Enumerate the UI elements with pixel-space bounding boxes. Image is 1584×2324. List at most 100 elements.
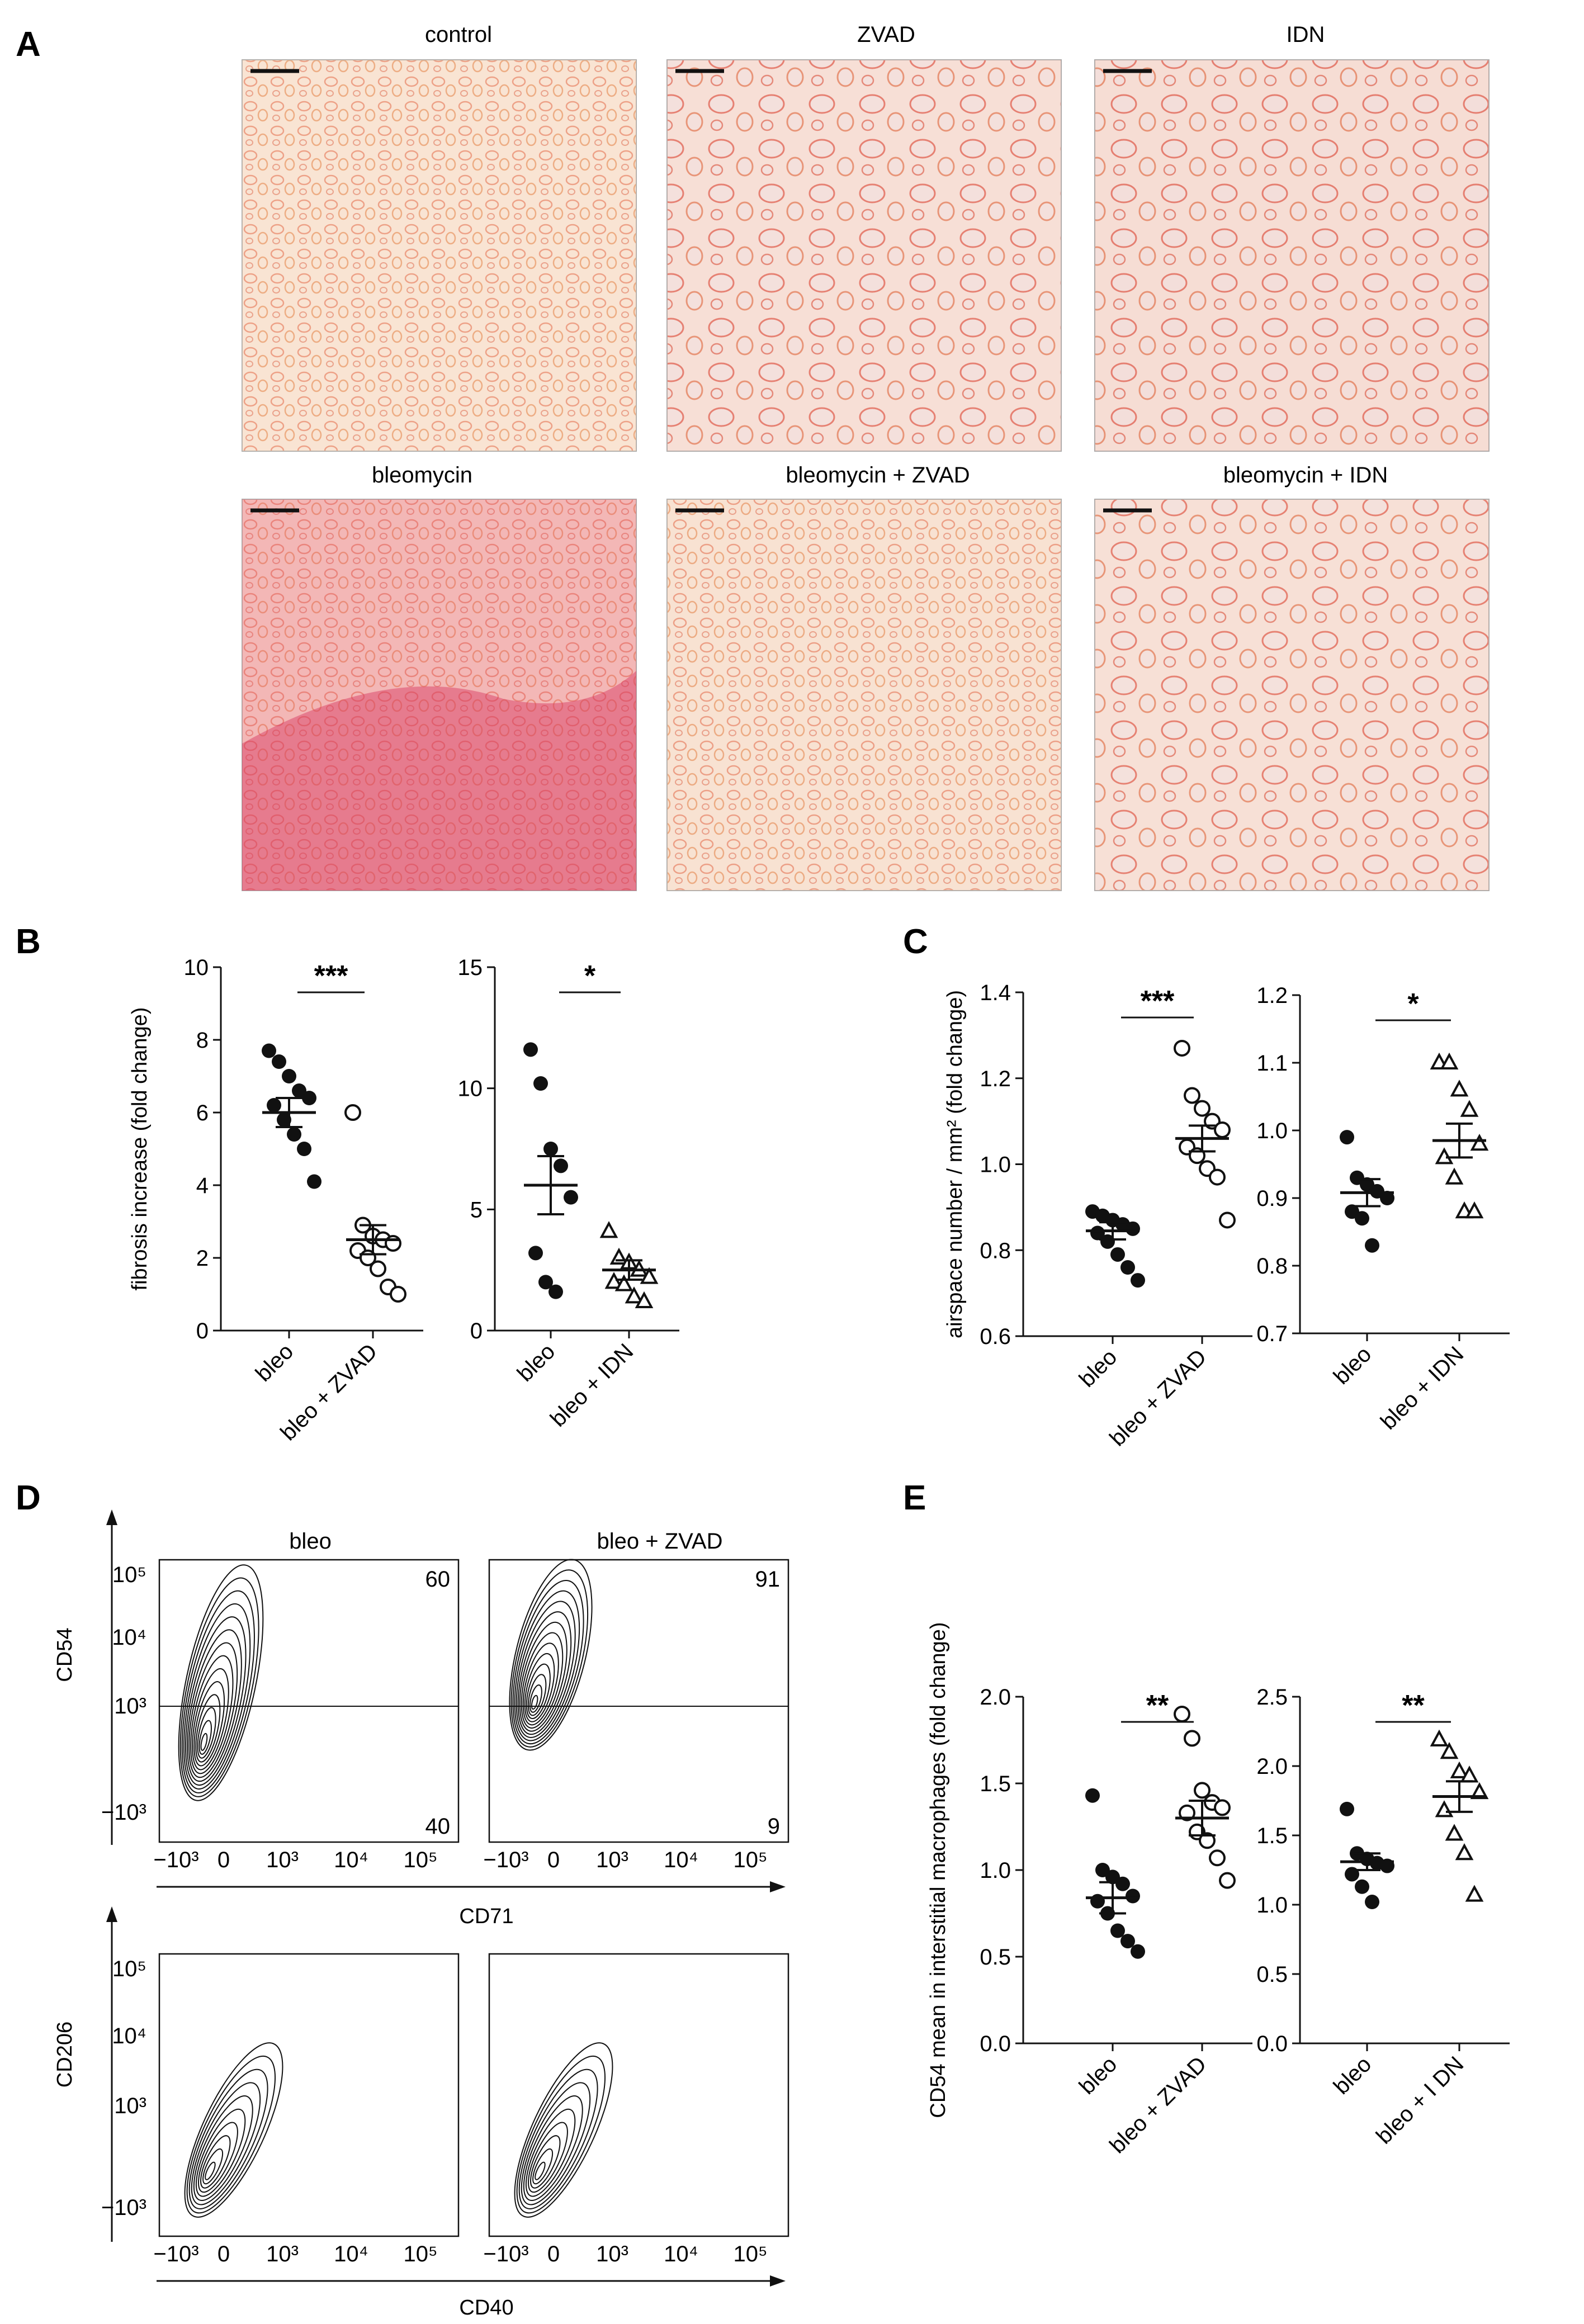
contour-ring — [509, 1559, 593, 1751]
micrograph-title: IDN — [1287, 22, 1325, 47]
data-point — [640, 1267, 659, 1284]
contour-ring — [205, 2161, 216, 2180]
data-point — [1380, 1191, 1394, 1205]
data-point — [1120, 1934, 1135, 1949]
data-point — [297, 1142, 311, 1156]
gate-lower-zvad: 9 — [768, 1814, 780, 1839]
contour-ring — [535, 2161, 546, 2180]
contour-ring — [527, 2122, 568, 2193]
micrograph-title: bleomycin — [372, 463, 472, 487]
gate-upper-zvad: 91 — [755, 1567, 781, 1592]
data-point — [614, 1274, 633, 1291]
data-point — [282, 1069, 296, 1083]
chart-C2: 0.7 0.8 0.9 1.0 1.1 1.2 bleo bleo + IDN * — [1256, 983, 1510, 1435]
y-tick-label: 6 — [196, 1101, 209, 1125]
data-point — [1445, 1167, 1464, 1185]
panel-label-c: C — [903, 922, 928, 961]
y-tick: 10⁴ — [112, 1625, 146, 1650]
data-point — [370, 1260, 386, 1277]
flow-ylabel-cd206: CD206 — [53, 2022, 77, 2088]
data-point — [267, 1098, 281, 1113]
y-axis-label: CD54 mean in interstitial macrophages (f… — [926, 1622, 950, 2118]
x-tick: 10³ — [266, 1848, 299, 1872]
contour-ring — [195, 1694, 221, 1763]
y-tick-label: 2.0 — [1256, 1754, 1288, 1779]
flow-plot-zvad-cd206 — [488, 1953, 789, 2237]
data-point — [1435, 1800, 1454, 1817]
data-point — [1450, 1080, 1469, 1097]
y-tick-label: 0.6 — [980, 1324, 1011, 1349]
data-point — [1219, 1211, 1236, 1229]
data-point — [1209, 1168, 1226, 1186]
data-point — [1194, 1100, 1211, 1117]
tint-overlay — [1095, 60, 1489, 451]
y-axis-label: fibrosis increase (fold change) — [128, 1007, 152, 1291]
data-point — [1120, 1260, 1135, 1275]
y-tick: 10⁴ — [112, 2024, 146, 2048]
micrograph-image — [242, 59, 637, 452]
x-tick: 0 — [547, 1848, 560, 1872]
y-tick-label: 2.5 — [1256, 1685, 1288, 1710]
micrograph-image — [1094, 59, 1490, 452]
x-tick-label: bleo — [513, 1339, 560, 1386]
contour-ring — [532, 2148, 554, 2185]
contour-ring — [521, 1632, 564, 1729]
micrograph-control: control — [242, 22, 637, 452]
flow-ylabel-cd54: CD54 — [53, 1627, 77, 1682]
y-tick-label: 1.2 — [1256, 983, 1288, 1008]
contour-ring — [197, 1707, 216, 1759]
data-point — [344, 1104, 361, 1121]
significance-label: *** — [1141, 985, 1175, 1017]
data-point — [1465, 1885, 1484, 1902]
y-tick-label: 1.0 — [1256, 1893, 1288, 1918]
x-tick: 10³ — [266, 2242, 299, 2266]
data-point — [1355, 1211, 1369, 1226]
contour-ring — [530, 2135, 561, 2189]
contour-ring — [200, 1733, 208, 1751]
x-tick-label: bleo — [251, 1339, 299, 1386]
arrow-head — [106, 1509, 117, 1525]
flow-title-bleo: bleo — [289, 1529, 332, 1554]
contour-ring — [193, 2095, 253, 2202]
micrograph-idn: IDN — [1094, 22, 1490, 452]
contour-ring — [188, 1642, 238, 1778]
contour-ring — [193, 1681, 225, 1767]
data-point — [1460, 1100, 1479, 1117]
y-tick-label: 0.5 — [980, 1945, 1011, 1970]
y-tick: 10⁵ — [112, 1563, 146, 1587]
y-tick-label: 0 — [470, 1319, 483, 1343]
contour-ring — [523, 2095, 583, 2202]
x-tick-label: bleo — [1329, 1342, 1377, 1389]
y-tick-label: 0.8 — [980, 1238, 1011, 1263]
data-point — [1131, 1273, 1145, 1288]
x-tick: −10³ — [483, 2242, 528, 2266]
contour-ring — [514, 1590, 580, 1741]
contour-ring — [184, 2042, 283, 2218]
x-tick: 10³ — [596, 2242, 628, 2266]
y-tick: 10³ — [114, 1694, 146, 1719]
gate-lower-bleo: 40 — [425, 1814, 451, 1839]
y-tick-label: 0.7 — [1256, 1322, 1288, 1346]
data-point — [528, 1246, 543, 1261]
x-tick: 0 — [217, 2242, 230, 2266]
data-point — [1179, 1804, 1195, 1821]
contour-ring — [188, 2069, 268, 2209]
contour-ring — [521, 2082, 591, 2205]
data-point — [635, 1291, 654, 1308]
y-tick-label: 0.9 — [1256, 1186, 1288, 1211]
y-tick-label: 10 — [458, 1077, 483, 1101]
y-tick-label: 1.0 — [980, 1153, 1011, 1177]
panel-label-a: A — [16, 25, 41, 64]
y-tick-label: 8 — [196, 1028, 209, 1053]
flow-xticks-top: −10³ 0 10³ 10⁴ 10⁵ −10³ 0 10³ 10⁴ 10⁵ — [153, 1848, 767, 1872]
data-point — [564, 1190, 578, 1205]
micrograph-image — [1094, 499, 1490, 891]
contour-ring — [526, 1663, 551, 1720]
flow-xlabel-cd71: CD71 — [459, 1905, 513, 1928]
significance-label: *** — [314, 960, 348, 992]
micrograph-image — [666, 59, 1062, 452]
y-tick-label: 2.0 — [980, 1685, 1011, 1710]
panel-label-d: D — [16, 1479, 41, 1517]
